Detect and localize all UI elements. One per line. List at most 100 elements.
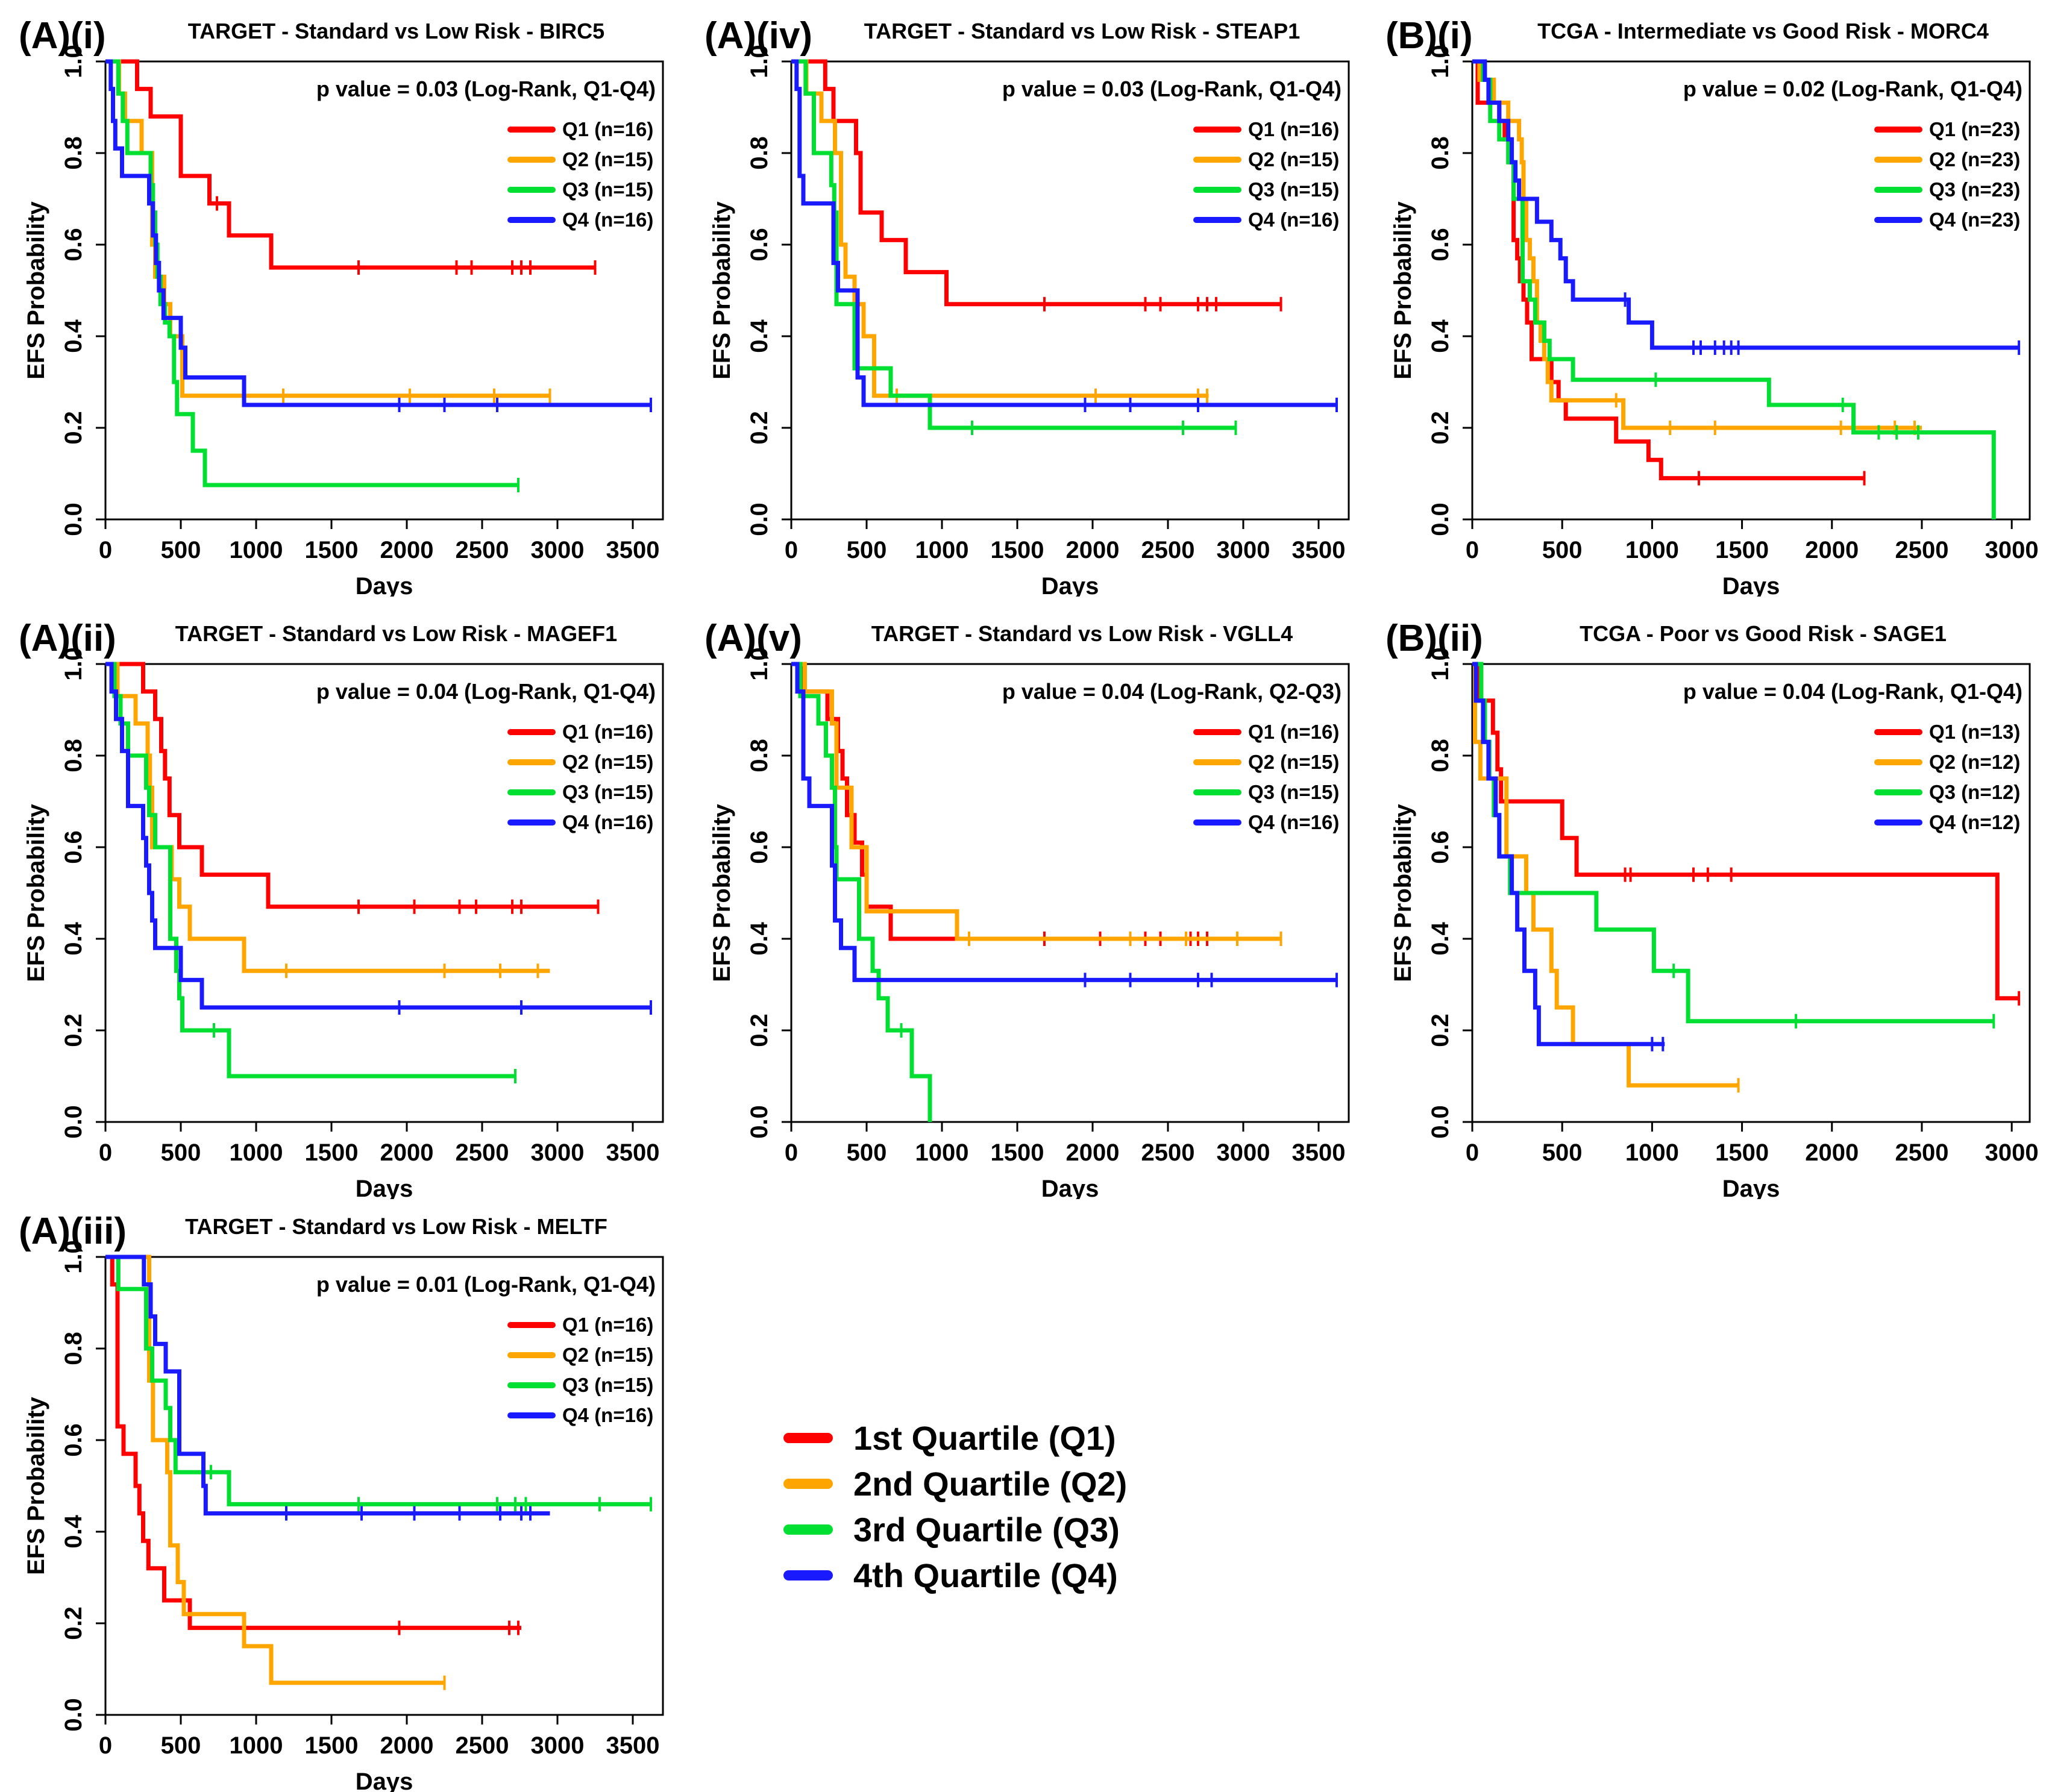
km-plot-MAGEF1: (A)(ii) TARGET - Standard vs Low Risk - M…: [19, 618, 664, 1199]
x-tick-label: 1000: [915, 1139, 969, 1166]
y-tick-label: 0.4: [1427, 319, 1454, 352]
legend-label-q1: Q1 (n=16): [1248, 118, 1339, 140]
panel-label: (A)(i): [19, 15, 106, 57]
km-curve-q3-sage1: [1472, 662, 1995, 1029]
x-tick-label: 1000: [915, 537, 969, 563]
x-tick-label: 3500: [1292, 537, 1346, 563]
km-step-path: [791, 662, 1210, 941]
panel-label: (B)(ii): [1385, 618, 1483, 659]
y-tick-label: 0.4: [1427, 921, 1454, 955]
panel-B-i-MORC4: (B)(i) TCGA - Intermediate vs Good Risk -…: [1382, 6, 2045, 597]
y-tick-label: 0.4: [746, 319, 773, 352]
km-curve-q1-morc4: [1472, 59, 1866, 486]
km-step-path: [105, 1255, 550, 1516]
km-curve-q1-meltf: [105, 1255, 521, 1635]
p-value: p value = 0.02 (Log-Rank, Q1-Q4): [1683, 77, 2022, 101]
y-tick-label: 0.8: [60, 739, 87, 772]
km-curve-q3-morc4: [1472, 59, 1996, 519]
km-curve-q4-birc5: [105, 59, 652, 412]
km-plot-BIRC5: (A)(i) TARGET - Standard vs Low Risk - BI…: [19, 15, 664, 597]
x-tick-label: 1500: [991, 1139, 1044, 1166]
y-tick-label: 0.8: [60, 136, 87, 170]
km-step-path: [791, 662, 1337, 982]
y-axis-label: EFS Probability: [1390, 201, 1416, 379]
panel-title: TCGA - Poor vs Good Risk - SAGE1: [1580, 621, 1947, 646]
legend-label-q3: Q3 (n=15): [562, 1374, 653, 1396]
plot-frame: [104, 60, 664, 521]
x-tick-label: 0: [99, 1732, 112, 1759]
x-tick-label: 1500: [991, 537, 1044, 563]
y-tick-label: 0.2: [60, 1606, 87, 1640]
p-value: p value = 0.01 (Log-Rank, Q1-Q4): [316, 1272, 656, 1297]
x-tick-label: 500: [847, 537, 887, 563]
panel-label: (A)(iv): [704, 15, 812, 57]
x-tick-label: 2000: [1805, 537, 1859, 563]
km-plot-VGLL4: (A)(v) TARGET - Standard vs Low Risk - VG…: [704, 618, 1350, 1199]
y-tick-label: 0.6: [1427, 228, 1454, 262]
legend-label-q3: Q3 (n=15): [1248, 178, 1339, 201]
x-tick-label: 2000: [380, 1732, 434, 1759]
panel-label: (A)(v): [704, 618, 802, 659]
km-curve-q4-vgll4: [791, 662, 1338, 988]
panel-A-i-BIRC5: (A)(i) TARGET - Standard vs Low Risk - BI…: [15, 6, 678, 597]
x-tick-label: 3000: [1217, 1139, 1270, 1166]
km-plot-SAGE1: (B)(ii) TCGA - Poor vs Good Risk - SAGE1 0…: [1385, 618, 2039, 1199]
legend-label-q4: Q4 (n=16): [1248, 811, 1339, 833]
x-tick-label: 1000: [230, 1732, 283, 1759]
panel-A-ii-MAGEF1: (A)(ii) TARGET - Standard vs Low Risk - M…: [15, 609, 678, 1199]
legend-label-q1: Q1 (n=16): [1248, 721, 1339, 743]
y-tick-label: 0.0: [60, 1698, 87, 1732]
km-step-path: [1472, 59, 2019, 350]
km-step-path: [791, 662, 1281, 941]
x-tick-label: 500: [161, 1139, 201, 1166]
x-tick-label: 1000: [1625, 537, 1679, 563]
quartile-label-q4: 4th Quartile (Q4): [853, 1556, 1118, 1594]
x-tick-label: 0: [785, 537, 798, 563]
km-step-path: [1472, 662, 1665, 1047]
y-tick-label: 0.8: [1427, 136, 1454, 170]
legend-label-q3: Q3 (n=12): [1929, 781, 2020, 803]
y-tick-label: 0.0: [746, 1105, 773, 1139]
legend-label-q4: Q4 (n=16): [1248, 208, 1339, 231]
x-tick-label: 3500: [606, 1139, 660, 1166]
x-tick-label: 2000: [380, 537, 434, 563]
legend-label-q1: Q1 (n=23): [1929, 118, 2020, 140]
x-tick-label: 500: [847, 1139, 887, 1166]
x-axis-label: Days: [356, 1769, 413, 1792]
km-step-path: [105, 662, 598, 909]
y-tick-label: 0.6: [1427, 830, 1454, 864]
panel-B-ii-SAGE1: (B)(ii) TCGA - Poor vs Good Risk - SAGE1 0…: [1382, 609, 2045, 1199]
km-step-path: [1472, 662, 1739, 1088]
y-axis-label: EFS Probability: [709, 803, 735, 982]
y-tick-label: 0.0: [60, 1105, 87, 1139]
quartile-swatch-q1: [783, 1432, 833, 1443]
plot-frame: [104, 663, 664, 1123]
main-legend: 1st Quartile (Q1) 2nd Quartile (Q2) 3rd Qu…: [783, 1419, 1127, 1594]
x-tick-label: 0: [1466, 537, 1479, 563]
y-axis-label: EFS Probability: [23, 1396, 49, 1574]
y-tick-label: 0.4: [746, 921, 773, 955]
y-tick-label: 1.0: [1427, 45, 1454, 78]
y-tick-label: 1.0: [60, 45, 87, 78]
km-step-path: [105, 662, 651, 1010]
legend-label-q2: Q2 (n=15): [562, 1344, 653, 1366]
plot-frame: [790, 60, 1350, 521]
quartile-label-q1: 1st Quartile (Q1): [853, 1418, 1116, 1457]
x-tick-label: 2500: [456, 1139, 509, 1166]
y-tick-label: 0.0: [1427, 503, 1454, 536]
panel-label: (A)(iii): [19, 1211, 127, 1252]
y-axis-label: EFS Probability: [709, 201, 735, 379]
p-value: p value = 0.03 (Log-Rank, Q1-Q4): [1002, 77, 1342, 101]
x-tick-label: 500: [1542, 537, 1583, 563]
legend-label-q4: Q4 (n=16): [562, 208, 653, 231]
km-curve-q1-vgll4: [791, 662, 1210, 946]
x-tick-label: 3000: [1985, 1139, 2039, 1166]
y-tick-label: 0.8: [746, 136, 773, 170]
p-value: p value = 0.04 (Log-Rank, Q1-Q4): [316, 679, 656, 704]
quartile-label-q3: 3rd Quartile (Q3): [853, 1510, 1120, 1549]
y-tick-label: 0.8: [746, 739, 773, 772]
quartile-legend-item-q2: 2nd Quartile (Q2): [783, 1465, 1127, 1503]
x-tick-label: 500: [1542, 1139, 1583, 1166]
quartile-legend-item-q1: 1st Quartile (Q1): [783, 1418, 1127, 1457]
quartile-swatch-q4: [783, 1570, 833, 1581]
